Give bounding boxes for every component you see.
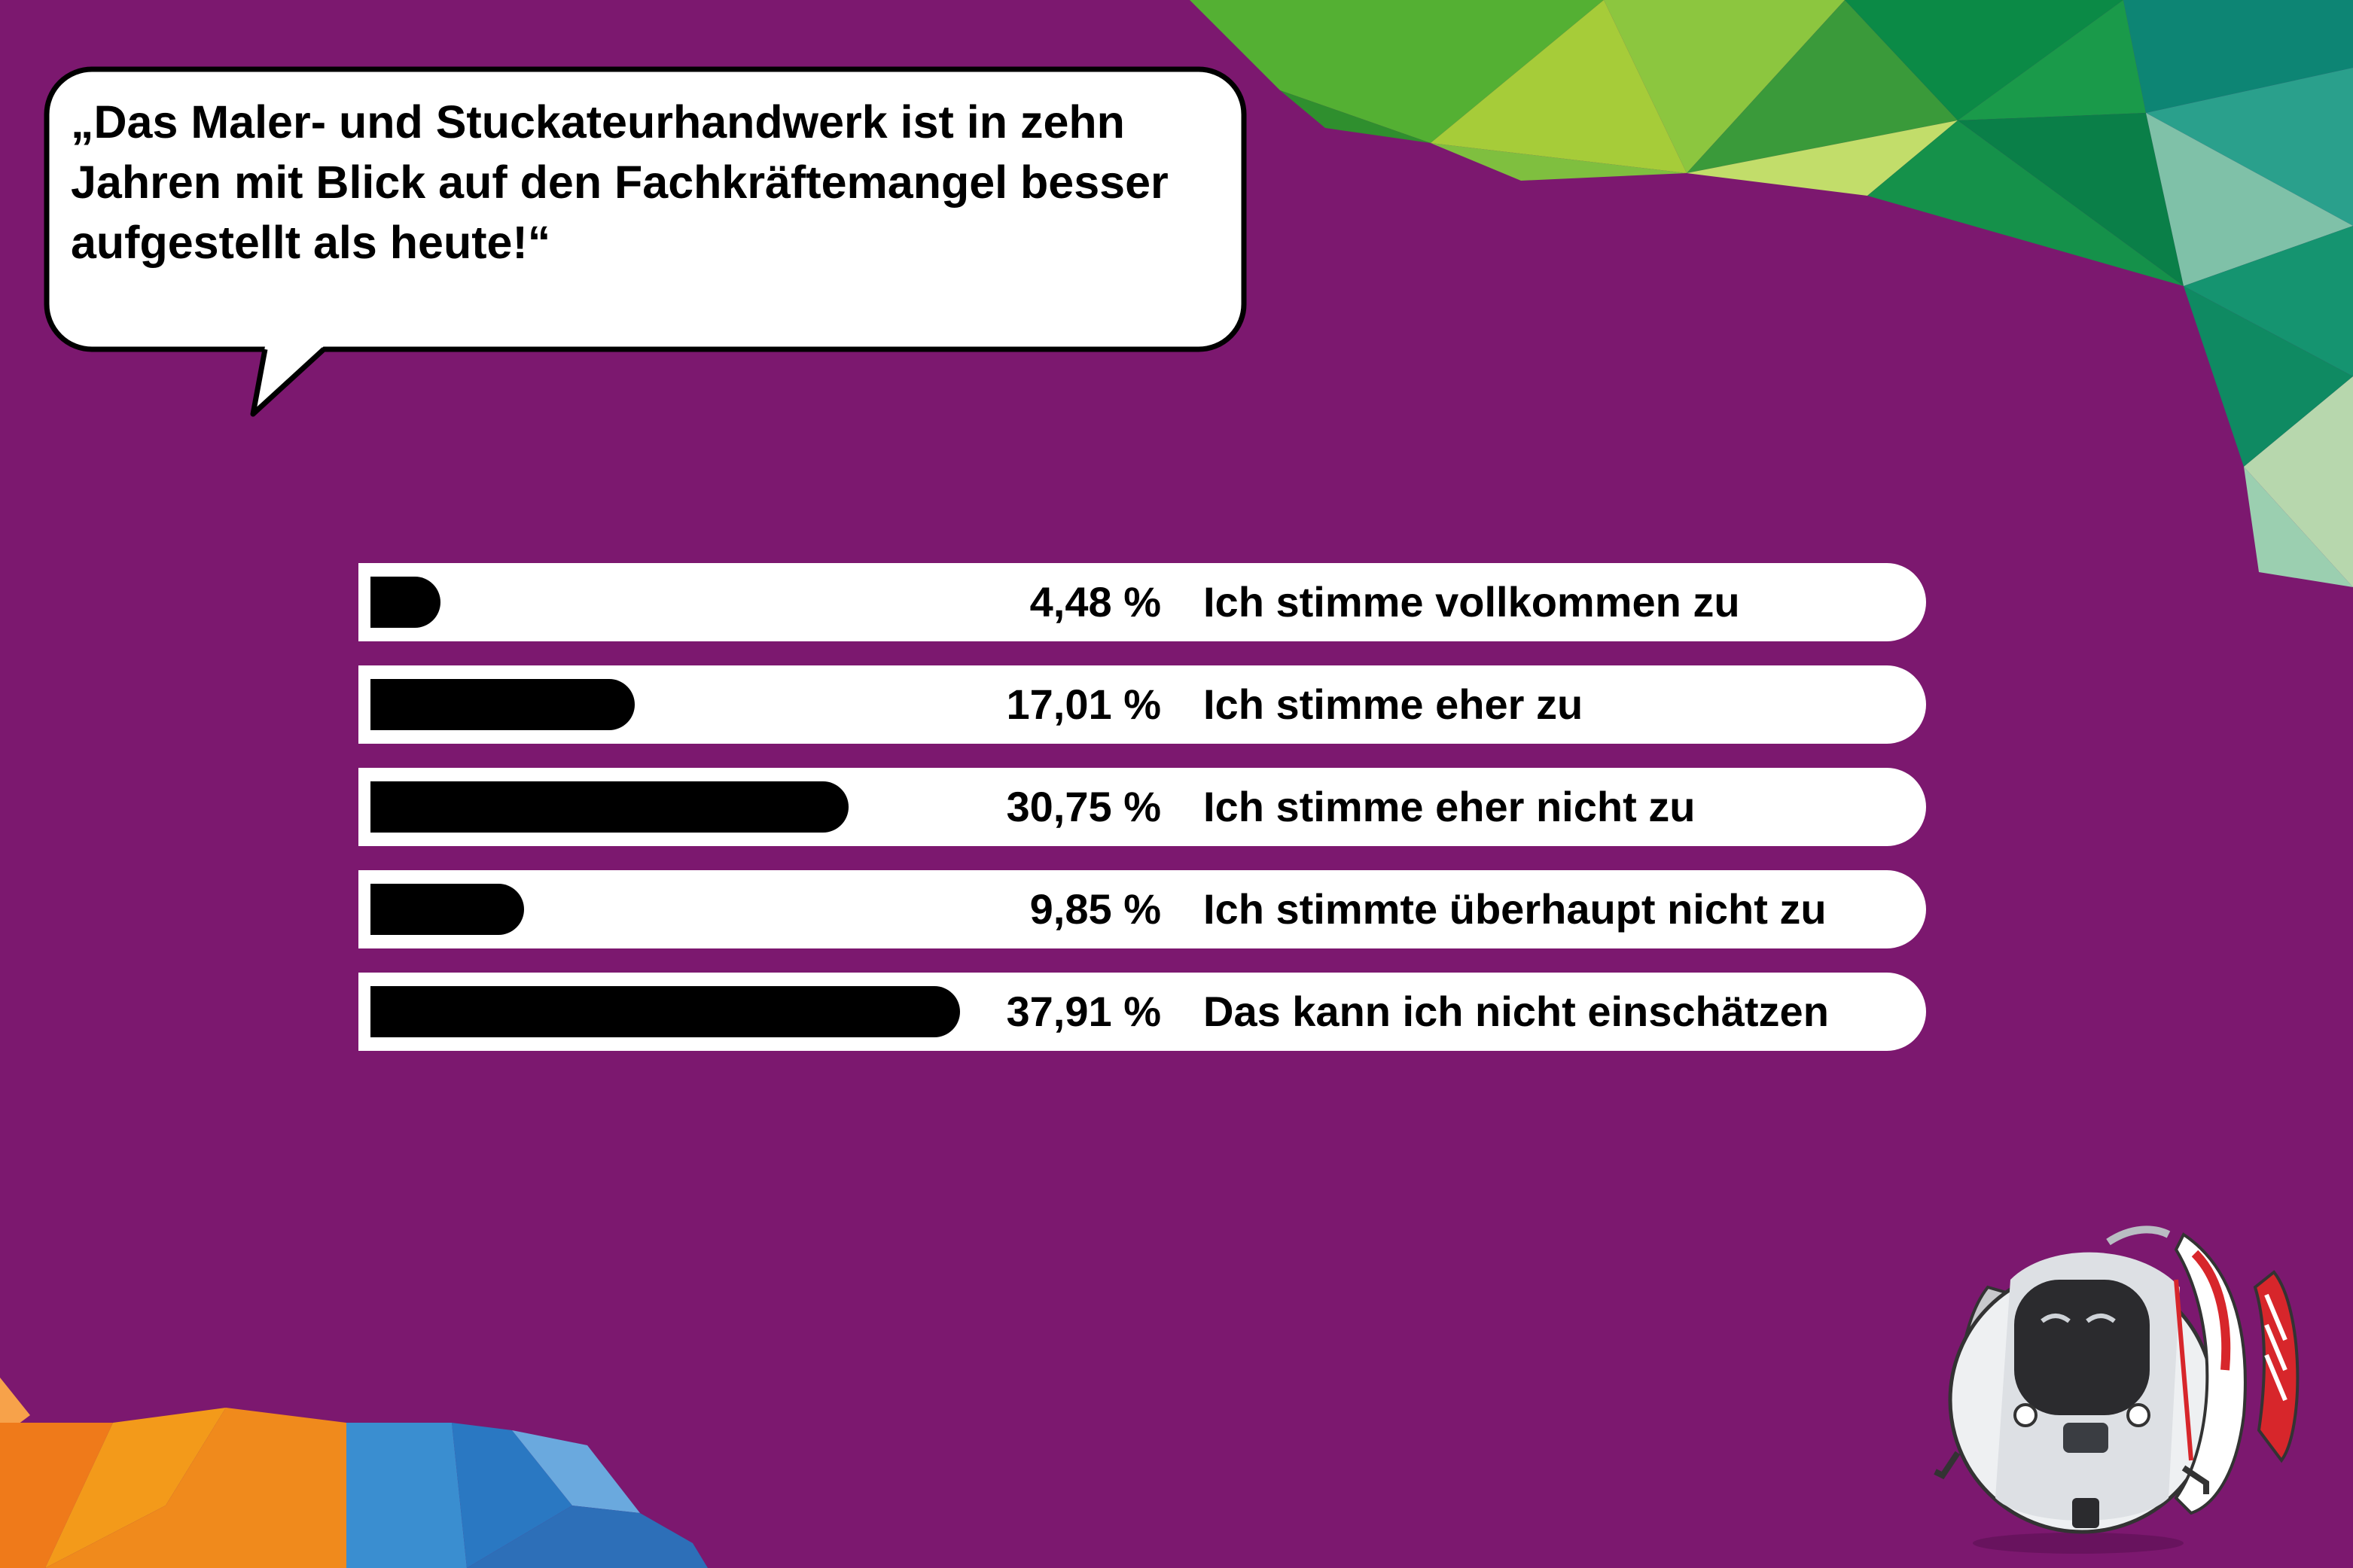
bar-value-label: 37,91 % — [1006, 988, 1162, 1035]
chart-title: „Das Maler- und Stuckateurhandwerk ist i… — [71, 96, 1169, 268]
robot-icon — [1934, 1225, 2300, 1554]
category-label: Ich stimme eher zu — [1203, 680, 1583, 728]
bar-row: 30,75 % Ich stimme eher nicht zu — [358, 768, 1926, 846]
polygon-cluster-top-right — [1190, 0, 2353, 587]
bar-row: 17,01 % Ich stimme eher zu — [358, 665, 1926, 744]
category-label: Ich stimmte überhaupt nicht zu — [1203, 885, 1827, 933]
bar — [370, 884, 524, 935]
bar-row: 37,91 % Das kann ich nicht einschätzen — [358, 973, 1926, 1051]
category-label: Ich stimme vollkommen zu — [1203, 578, 1740, 626]
bar — [370, 986, 961, 1037]
bar-value-label: 4,48 % — [1029, 578, 1161, 626]
bar-value-label: 30,75 % — [1006, 783, 1162, 830]
bar — [370, 679, 635, 730]
speech-bubble — [44, 66, 1247, 417]
bar — [370, 577, 440, 628]
polygon-cluster-bottom-left — [0, 1378, 708, 1568]
bar — [370, 781, 849, 833]
category-label: Das kann ich nicht einschätzen — [1203, 988, 1829, 1035]
bar-row: 9,85 % Ich stimmte überhaupt nicht zu — [358, 870, 1926, 948]
bar-row: 4,48 % Ich stimme vollkommen zu — [358, 563, 1926, 641]
bar-value-label: 17,01 % — [1006, 680, 1162, 728]
category-label: Ich stimme eher nicht zu — [1203, 783, 1696, 830]
bar-value-label: 9,85 % — [1029, 885, 1161, 933]
